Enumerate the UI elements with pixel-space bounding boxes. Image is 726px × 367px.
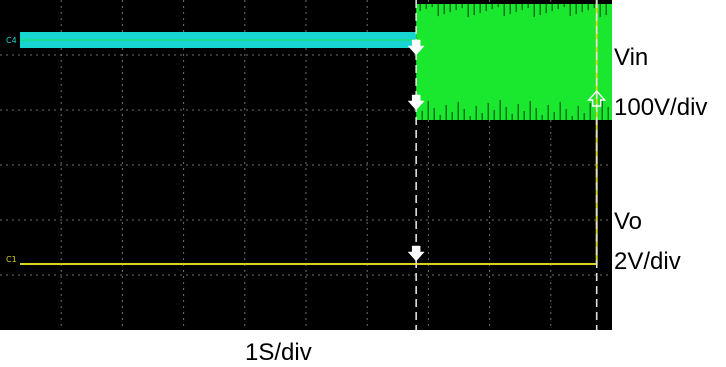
oscilloscope-screen: C4 C1 bbox=[0, 0, 612, 330]
vo-label: Vo bbox=[614, 208, 643, 235]
vin-trace-after-trigger bbox=[416, 4, 612, 120]
cursor-arrow-up-icon bbox=[587, 89, 607, 107]
trigger-arrow-down-icon bbox=[407, 39, 425, 56]
channel-marker-c1: C1 bbox=[6, 255, 17, 264]
time-scale: 1S/div bbox=[245, 339, 312, 366]
trigger-arrow-down-icon bbox=[407, 245, 425, 262]
vin-label: Vin bbox=[614, 44, 649, 71]
trigger-markers bbox=[407, 0, 607, 330]
traces: C4 C1 bbox=[6, 0, 612, 265]
trigger-arrow-down-icon bbox=[407, 94, 425, 111]
channel-marker-c4: C4 bbox=[6, 36, 17, 45]
vin-scale: 100V/div bbox=[614, 94, 708, 121]
vo-scale: 2V/div bbox=[614, 248, 681, 275]
